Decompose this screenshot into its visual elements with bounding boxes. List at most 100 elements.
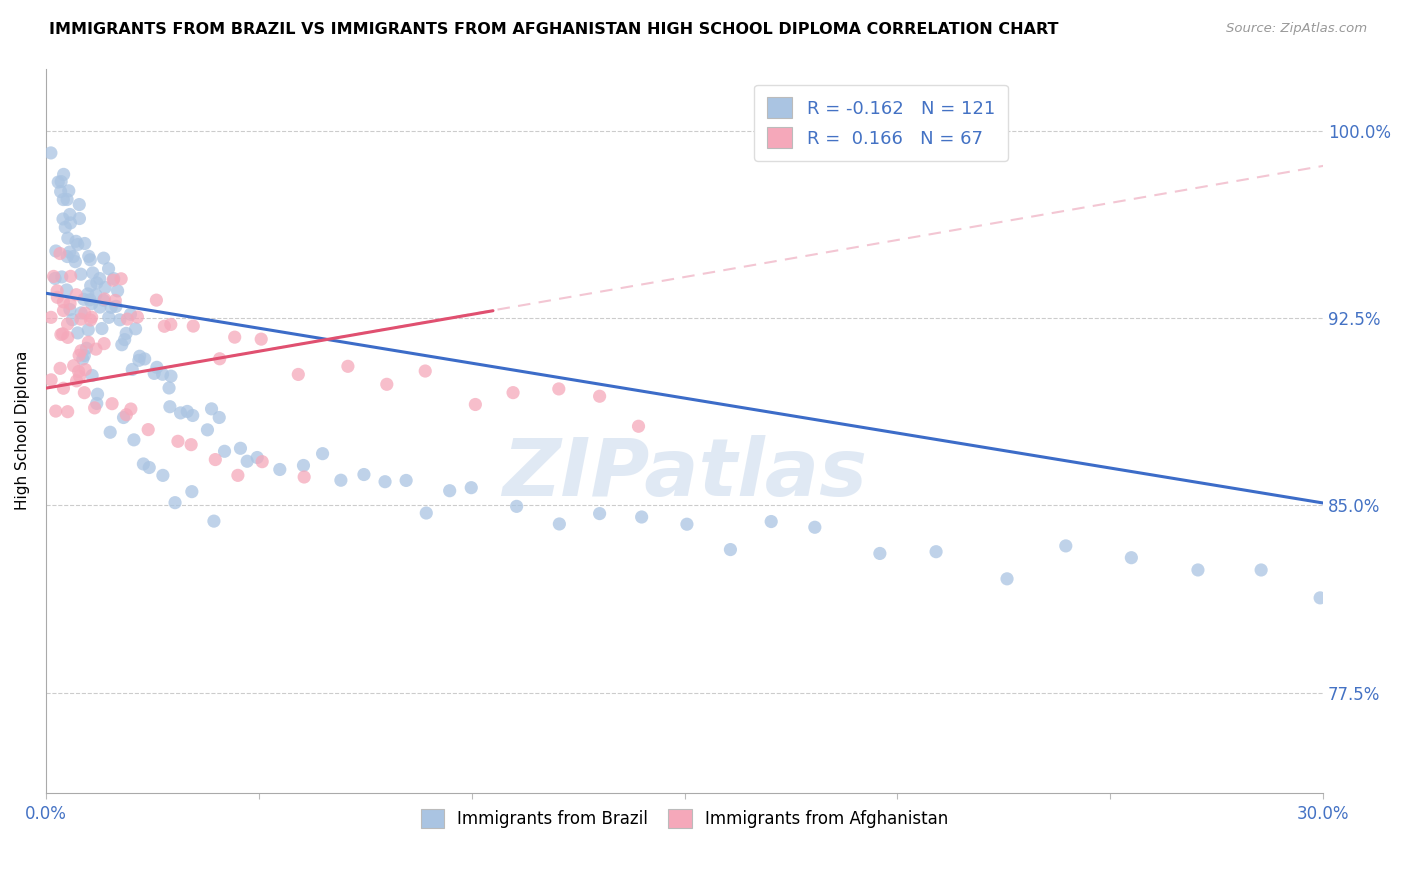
Point [66, 237, 89, 252]
Point [152, 468, 174, 483]
Point [128, 353, 150, 368]
Point [1309, 591, 1331, 605]
Point [374, 475, 396, 489]
Point [167, 434, 190, 449]
Point [76, 287, 98, 301]
Point [925, 544, 948, 558]
Point [67, 197, 90, 211]
Point [292, 458, 315, 473]
Point [52, 211, 75, 226]
Point [176, 404, 198, 418]
Point [676, 517, 699, 532]
Point [107, 284, 129, 298]
Point [56, 330, 79, 344]
Point [79, 252, 101, 267]
Point [52, 193, 75, 207]
Point [93, 251, 115, 265]
Point [269, 462, 291, 476]
Point [1250, 563, 1272, 577]
Point [98, 425, 121, 440]
Legend: Immigrants from Brazil, Immigrants from Afghanistan: Immigrants from Brazil, Immigrants from … [415, 803, 955, 835]
Point [46, 290, 69, 304]
Point [51, 269, 73, 284]
Point [226, 468, 249, 483]
Point [56, 317, 79, 331]
Point [415, 506, 437, 520]
Point [79, 313, 101, 327]
Point [49, 175, 72, 189]
Point [73, 306, 96, 320]
Point [56, 250, 79, 264]
Point [224, 330, 246, 344]
Point [77, 323, 100, 337]
Point [115, 408, 138, 422]
Point [1121, 550, 1143, 565]
Point [311, 447, 333, 461]
Point [52, 294, 75, 309]
Point [39, 145, 62, 160]
Point [132, 457, 155, 471]
Point [42, 269, 65, 284]
Y-axis label: High School Diploma: High School Diploma [15, 351, 30, 510]
Point [104, 299, 127, 313]
Point [52, 381, 75, 395]
Point [77, 335, 100, 350]
Point [112, 410, 135, 425]
Point [49, 327, 72, 342]
Point [46, 284, 69, 298]
Point [246, 450, 269, 465]
Point [117, 312, 139, 326]
Point [153, 319, 176, 334]
Point [329, 473, 352, 487]
Text: ZIPatlas: ZIPatlas [502, 435, 868, 513]
Point [548, 516, 571, 531]
Point [79, 293, 101, 307]
Point [375, 377, 398, 392]
Point [124, 322, 146, 336]
Point [76, 341, 98, 355]
Point [159, 400, 181, 414]
Point [181, 319, 204, 334]
Point [82, 266, 104, 280]
Point [49, 246, 72, 260]
Point [122, 433, 145, 447]
Point [73, 293, 96, 307]
Point [146, 360, 169, 375]
Point [395, 474, 418, 488]
Point [292, 470, 315, 484]
Text: IMMIGRANTS FROM BRAZIL VS IMMIGRANTS FROM AFGHANISTAN HIGH SCHOOL DIPLOMA CORREL: IMMIGRANTS FROM BRAZIL VS IMMIGRANTS FRO… [49, 22, 1059, 37]
Point [145, 293, 167, 307]
Point [804, 520, 827, 534]
Point [208, 351, 231, 366]
Point [58, 184, 80, 198]
Point [627, 419, 650, 434]
Point [59, 207, 82, 221]
Point [720, 542, 742, 557]
Point [157, 381, 180, 395]
Point [86, 396, 108, 410]
Point [134, 351, 156, 366]
Point [70, 306, 93, 320]
Point [73, 236, 96, 251]
Point [759, 515, 782, 529]
Point [200, 401, 222, 416]
Point [62, 359, 84, 373]
Point [502, 385, 524, 400]
Point [100, 301, 122, 315]
Point [204, 452, 226, 467]
Point [208, 410, 231, 425]
Point [59, 296, 82, 310]
Point [52, 326, 75, 341]
Point [180, 484, 202, 499]
Point [49, 185, 72, 199]
Point [84, 342, 107, 356]
Point [229, 442, 252, 456]
Point [60, 312, 83, 326]
Point [77, 249, 100, 263]
Point [70, 343, 93, 358]
Point [108, 313, 131, 327]
Point [59, 269, 82, 284]
Point [89, 271, 111, 285]
Point [73, 349, 96, 363]
Point [83, 401, 105, 415]
